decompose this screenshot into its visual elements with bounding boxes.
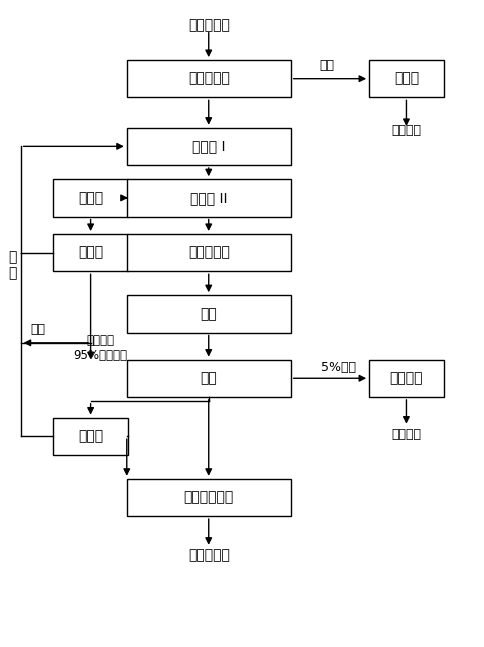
Bar	[126, 479, 290, 516]
Text: 回收酸、碱: 回收酸、碱	[187, 549, 229, 562]
Text: 浓油外运: 浓油外运	[391, 124, 421, 137]
Bar	[53, 179, 128, 217]
Text: 电渗析: 电渗析	[78, 429, 103, 443]
Bar	[368, 60, 443, 98]
Text: 纳滤: 纳滤	[200, 371, 217, 385]
Text: 沉淀池 I: 沉淀池 I	[192, 139, 225, 153]
Bar	[126, 60, 290, 98]
Text: 超滤: 超滤	[200, 307, 217, 321]
Text: 污泥池: 污泥池	[78, 191, 103, 205]
Text: 钠皂化废水: 钠皂化废水	[187, 18, 229, 32]
Text: 中和调节池: 中和调节池	[187, 246, 229, 259]
Bar	[126, 295, 290, 333]
Text: 隔油调节池: 隔油调节池	[187, 72, 229, 85]
Bar	[126, 360, 290, 397]
Text: 5%浓液: 5%浓液	[320, 361, 355, 374]
Bar	[126, 234, 290, 271]
Bar	[126, 127, 290, 165]
Text: 清液: 清液	[30, 324, 45, 336]
Bar	[126, 179, 290, 217]
Bar	[53, 234, 128, 271]
Bar	[53, 417, 128, 455]
Text: 固废处理
95%浓液回流: 固废处理 95%浓液回流	[73, 334, 127, 362]
Text: 压滤机: 压滤机	[78, 246, 103, 259]
Text: 回
流: 回 流	[8, 250, 16, 281]
Bar	[368, 360, 443, 397]
Text: 双极膜电渗析: 双极膜电渗析	[183, 490, 233, 505]
Text: 固废处理: 固废处理	[391, 428, 421, 441]
Text: 浓油: 浓油	[319, 60, 334, 72]
Text: 沉淀池 II: 沉淀池 II	[190, 191, 227, 205]
Text: 蒸发结晶: 蒸发结晶	[389, 371, 423, 385]
Text: 储油槽: 储油槽	[393, 72, 418, 85]
